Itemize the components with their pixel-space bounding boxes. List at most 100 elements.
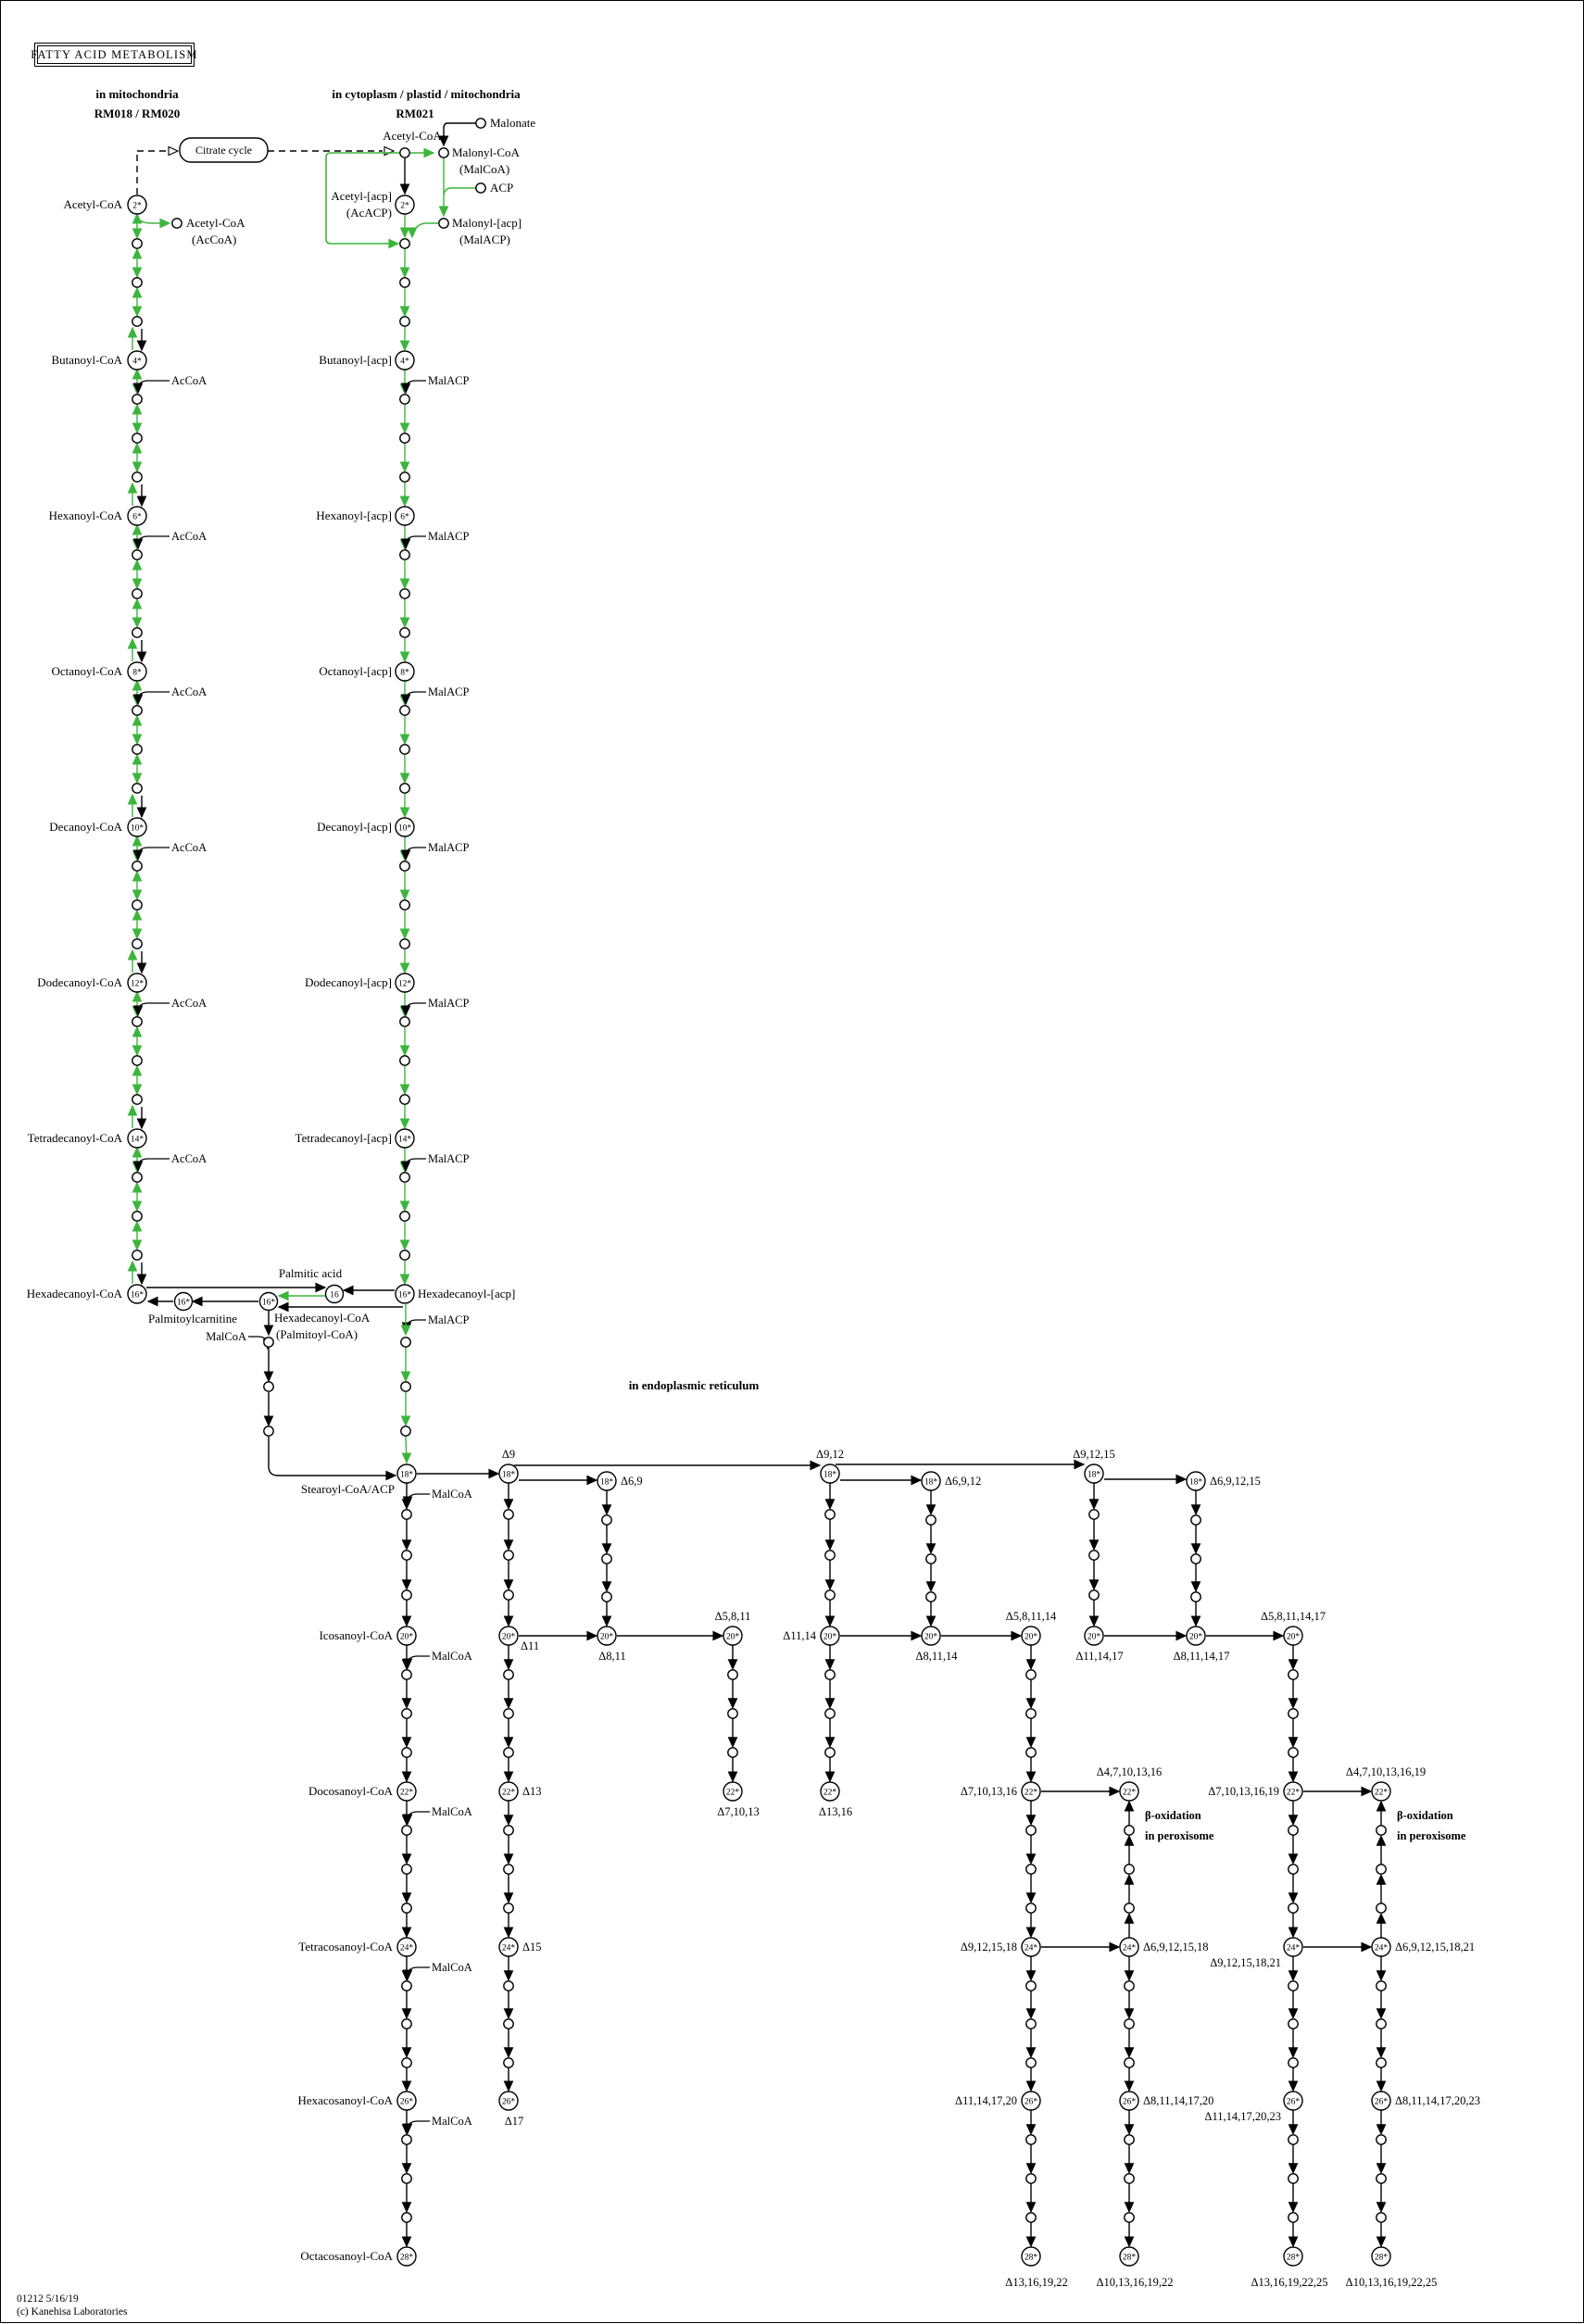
compound-dot[interactable] <box>1288 2018 1299 2029</box>
node-decanoyl-acp[interactable] <box>395 817 415 837</box>
compound-dot[interactable] <box>925 1553 937 1564</box>
compound-dot[interactable] <box>1025 2173 1037 2184</box>
compound-dot[interactable] <box>1190 1514 1201 1526</box>
compound-dot[interactable] <box>601 1514 612 1526</box>
compound-dot[interactable] <box>503 1980 514 1991</box>
node-26-hexacosanoyl-coa[interactable] <box>396 2091 417 2111</box>
node-acp[interactable] <box>475 182 486 194</box>
compound-dot[interactable] <box>399 783 410 794</box>
compound-dot[interactable] <box>132 588 143 599</box>
compound-dot[interactable] <box>1025 1980 1037 1991</box>
node-hexanoyl-coa[interactable] <box>127 506 147 526</box>
compound-dot[interactable] <box>1025 1747 1037 1758</box>
compound-dot[interactable] <box>399 238 410 249</box>
compound-dot[interactable] <box>132 1094 143 1105</box>
compound-dot[interactable] <box>1025 1825 1037 1836</box>
node-22-7-10-13-16-19[interactable] <box>1283 1781 1303 1802</box>
compound-dot[interactable] <box>1288 2134 1299 2145</box>
compound-dot[interactable] <box>503 1903 514 1914</box>
compound-dot[interactable] <box>1376 2212 1387 2223</box>
compound-dot[interactable] <box>824 1589 836 1601</box>
node-tetradecanoyl-acp[interactable] <box>395 1128 415 1149</box>
node-dodecanoyl-acp[interactable] <box>395 973 415 993</box>
compound-dot[interactable] <box>399 549 410 560</box>
compound-dot[interactable] <box>1124 2018 1135 2029</box>
compound-dot[interactable] <box>1288 2057 1299 2068</box>
compound-dot[interactable] <box>1288 1980 1299 1991</box>
compound-dot[interactable] <box>1124 2134 1135 2145</box>
compound-dot[interactable] <box>925 1591 937 1602</box>
compound-dot[interactable] <box>401 1589 412 1601</box>
compound-dot[interactable] <box>132 861 143 872</box>
compound-dot[interactable] <box>503 2018 514 2029</box>
node-dodecanoyl-coa[interactable] <box>127 973 147 993</box>
compound-dot[interactable] <box>727 1708 738 1719</box>
node-18-9-12[interactable] <box>820 1463 840 1484</box>
node-24-9-12-15-18[interactable] <box>1021 1937 1041 1957</box>
compound-dot[interactable] <box>399 316 410 327</box>
node-18-6-9-12-15[interactable] <box>1186 1471 1206 1491</box>
node-20-8-11-14[interactable] <box>921 1626 941 1646</box>
compound-dot[interactable] <box>132 938 143 949</box>
compound-dot[interactable] <box>1288 1708 1299 1719</box>
compound-dot[interactable] <box>925 1514 937 1526</box>
node-acetyl-coa-cytoplasm[interactable] <box>399 147 410 158</box>
compound-dot[interactable] <box>503 1747 514 1758</box>
node-22-docosanoyl-coa[interactable] <box>396 1781 417 1802</box>
compound-dot[interactable] <box>399 394 410 405</box>
compound-dot[interactable] <box>401 1980 412 1991</box>
node-20-icosanoyl-coa[interactable] <box>396 1626 417 1646</box>
compound-dot[interactable] <box>401 2134 412 2145</box>
citrate-cycle-box[interactable] <box>179 137 269 163</box>
compound-dot[interactable] <box>1376 1825 1387 1836</box>
compound-dot[interactable] <box>503 1509 514 1520</box>
compound-dot[interactable] <box>132 783 143 794</box>
node-26-8-11-14-17-20[interactable] <box>1119 2091 1139 2111</box>
compound-dot[interactable] <box>263 1381 274 1392</box>
compound-dot[interactable] <box>1025 2212 1037 2223</box>
node-decanoyl-coa[interactable] <box>127 817 147 837</box>
node-18-9-12-15[interactable] <box>1084 1463 1104 1484</box>
compound-dot[interactable] <box>399 1250 410 1261</box>
compound-dot[interactable] <box>503 2057 514 2068</box>
compound-dot[interactable] <box>1124 2173 1135 2184</box>
node-18-6-9-12[interactable] <box>921 1471 941 1491</box>
node-20-5-8-11-14[interactable] <box>1021 1626 1041 1646</box>
node-24-6-9-12-15-18[interactable] <box>1119 1937 1139 1957</box>
compound-dot[interactable] <box>132 899 143 911</box>
compound-dot[interactable] <box>1025 1864 1037 1875</box>
compound-dot[interactable] <box>132 627 143 638</box>
compound-dot[interactable] <box>1025 1903 1037 1914</box>
compound-dot[interactable] <box>1288 2173 1299 2184</box>
compound-dot[interactable] <box>401 1747 412 1758</box>
compound-dot[interactable] <box>132 705 143 716</box>
node-acetyl-coa[interactable] <box>127 195 147 215</box>
node-butanoyl-acp[interactable] <box>395 350 415 371</box>
compound-dot[interactable] <box>132 277 143 288</box>
compound-dot[interactable] <box>400 1337 411 1348</box>
compound-dot[interactable] <box>601 1591 612 1602</box>
compound-dot[interactable] <box>401 1903 412 1914</box>
compound-dot[interactable] <box>399 938 410 949</box>
compound-dot[interactable] <box>399 899 410 911</box>
compound-dot[interactable] <box>401 1669 412 1680</box>
compound-dot[interactable] <box>503 1708 514 1719</box>
node-26-17[interactable] <box>498 2091 519 2111</box>
node-accoa[interactable] <box>171 218 182 229</box>
node-24-9-12-15-18-21[interactable] <box>1283 1937 1303 1957</box>
node-18-9[interactable] <box>498 1463 519 1484</box>
compound-dot[interactable] <box>1288 2212 1299 2223</box>
compound-dot[interactable] <box>1376 2134 1387 2145</box>
compound-dot[interactable] <box>1288 1669 1299 1680</box>
node-malonyl-acp[interactable] <box>438 218 449 229</box>
compound-dot[interactable] <box>399 433 410 444</box>
compound-dot[interactable] <box>132 238 143 249</box>
node-octanoyl-acp[interactable] <box>395 661 415 682</box>
node-26-11-14-17-20[interactable] <box>1021 2091 1041 2111</box>
node-hexanoyl-acp[interactable] <box>395 506 415 526</box>
compound-dot[interactable] <box>263 1337 274 1348</box>
compound-dot[interactable] <box>1124 1903 1135 1914</box>
node-24-6-9-12-15-18-21[interactable] <box>1371 1937 1391 1957</box>
node-22-13[interactable] <box>498 1781 519 1802</box>
compound-dot[interactable] <box>727 1747 738 1758</box>
